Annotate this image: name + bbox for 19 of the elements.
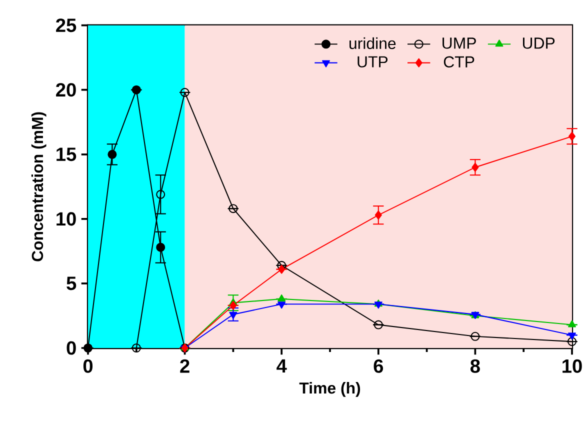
legend-label: UTP xyxy=(358,56,388,68)
legend-label: UMP xyxy=(442,38,476,49)
y-tick-label: 25 xyxy=(56,18,76,32)
y-tick-label: 0 xyxy=(66,341,76,355)
x-tick-label: 0 xyxy=(83,359,93,373)
x-tick-label: 10 xyxy=(562,359,582,373)
x-tick-label: 6 xyxy=(374,359,384,373)
x-axis-title: Time (h) xyxy=(299,382,360,397)
x-tick-label: 8 xyxy=(470,359,480,373)
legend-label: UDP xyxy=(522,38,555,49)
legend-label: uridine xyxy=(350,37,396,50)
y-tick-label: 20 xyxy=(56,83,76,97)
legend-label: CTP xyxy=(444,56,474,68)
y-axis-title: Concentration (mM) xyxy=(31,112,46,262)
y-tick-label: 10 xyxy=(56,212,76,226)
y-tick-label: 15 xyxy=(56,148,76,162)
y-tick-label: 5 xyxy=(66,276,76,290)
x-tick-label: 4 xyxy=(276,359,287,372)
x-tick-label: 2 xyxy=(180,359,190,373)
